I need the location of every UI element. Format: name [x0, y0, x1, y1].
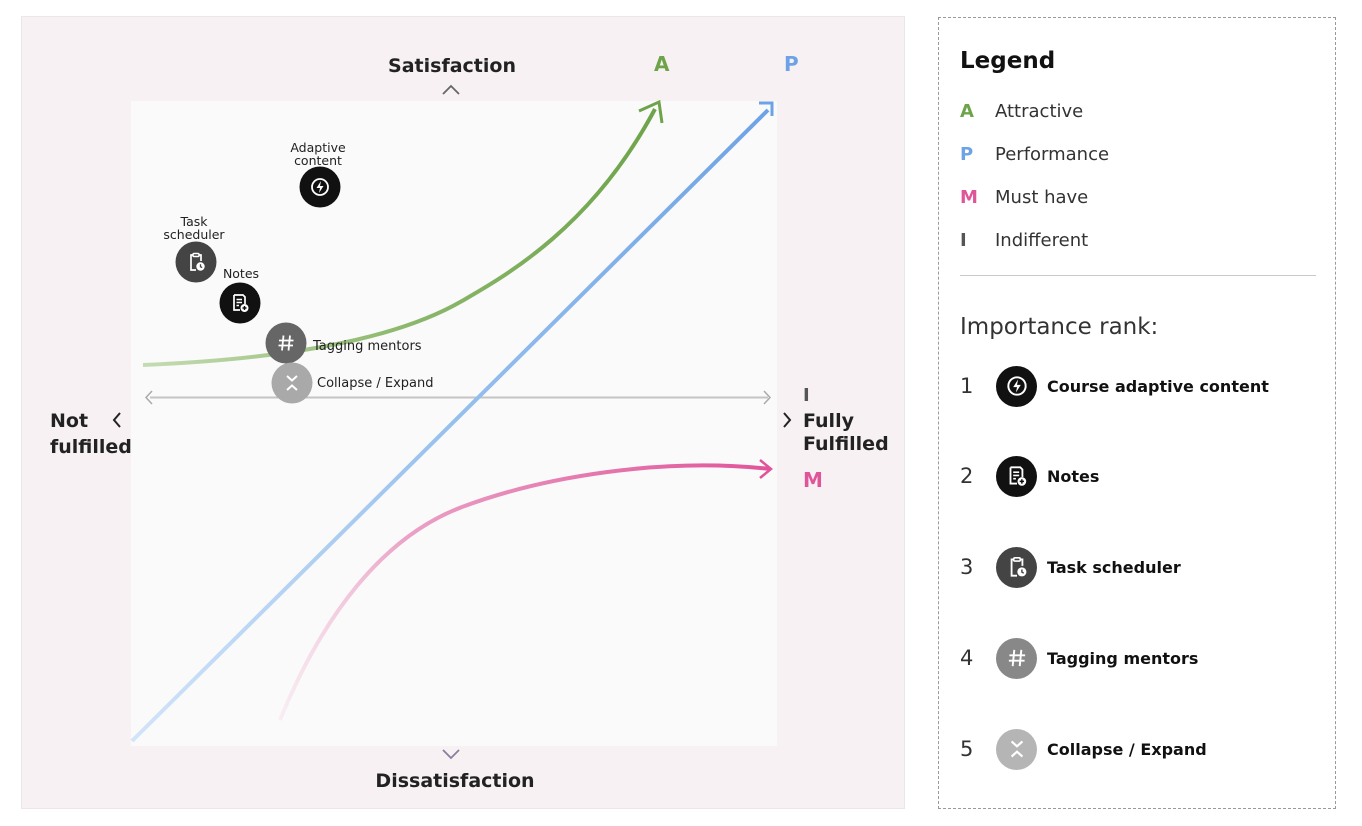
curve-letter-indifferent: I — [803, 385, 810, 406]
legend-label: Must have — [995, 186, 1089, 208]
feature-marker — [175, 241, 217, 283]
fulfilled-arrow-icon — [783, 412, 792, 428]
feature-label-line1: Adaptive — [290, 140, 346, 155]
clipboard-clock-icon — [996, 546, 1037, 588]
not-fulfilled-arrow-icon — [112, 412, 121, 428]
feature-task-scheduler[interactable]: Task scheduler — [163, 214, 225, 283]
rank-item-5[interactable]: 5 Collapse / Expand — [960, 728, 1207, 770]
rank-number: 4 — [960, 646, 974, 670]
legend-item-performance: P Performance — [960, 141, 1109, 167]
attractive-arrow-icon — [638, 99, 664, 124]
satisfaction-label: Satisfaction — [388, 55, 516, 77]
feature-marker — [265, 322, 307, 364]
rank-number: 3 — [960, 555, 974, 579]
legend-panel: Legend A Attractive P Performance M Must… — [938, 17, 1336, 809]
rank-label: Collapse / Expand — [1047, 739, 1207, 759]
rank-item-2[interactable]: 2 Notes — [960, 455, 1099, 497]
rank-item-3[interactable]: 3 Task scheduler — [960, 546, 1181, 588]
fully-fulfilled-label-line2: Fulfilled — [803, 433, 889, 455]
lightning-icon — [996, 365, 1037, 407]
feature-adaptive-content[interactable]: Adaptive content — [290, 140, 346, 208]
curve-letter-must-have: M — [803, 468, 823, 492]
rank-number: 2 — [960, 464, 974, 488]
not-fulfilled-label-line2: fulfilled — [50, 436, 132, 458]
rank-item-4[interactable]: 4 Tagging mentors — [960, 637, 1198, 679]
notes-icon — [996, 455, 1037, 497]
must-have-curve — [278, 463, 771, 721]
feature-notes[interactable]: Notes — [219, 266, 261, 324]
rank-label: Task scheduler — [1047, 557, 1181, 577]
performance-arrow-icon — [759, 101, 774, 116]
legend-letter: I — [960, 229, 967, 251]
feature-collapse-expand[interactable]: Collapse / Expand — [271, 362, 434, 404]
feature-marker — [271, 362, 313, 404]
legend-label: Attractive — [995, 100, 1084, 122]
curve-letter-performance: P — [784, 52, 799, 76]
collapse-expand-icon — [996, 728, 1037, 770]
feature-label: Collapse / Expand — [317, 376, 434, 391]
rank-item-1[interactable]: 1 Course adaptive content — [960, 365, 1269, 407]
rank-label: Notes — [1047, 466, 1100, 486]
feature-tagging-mentors[interactable]: Tagging mentors — [265, 322, 422, 364]
feature-label-line2: content — [294, 153, 342, 168]
legend-divider — [960, 275, 1316, 276]
legend-letter: P — [960, 143, 974, 165]
not-fulfilled-label-line1: Not — [50, 410, 88, 432]
rank-number: 1 — [960, 374, 974, 398]
legend-label: Performance — [995, 143, 1110, 165]
curve-letter-attractive: A — [654, 52, 670, 76]
legend-letter: M — [960, 186, 978, 208]
kano-diagram: Satisfaction Dissatisfaction Not fulfill… — [50, 52, 889, 792]
feature-label-line2: scheduler — [163, 227, 225, 242]
legend-letter: A — [960, 100, 974, 122]
dissatisfaction-label: Dissatisfaction — [375, 770, 534, 792]
legend-item-attractive: A Attractive — [960, 98, 1083, 124]
must-have-arrow-icon — [759, 459, 773, 479]
performance-line — [130, 108, 770, 743]
kano-diagram-panel: Satisfaction Dissatisfaction Not fulfill… — [21, 16, 905, 809]
feature-label: Tagging mentors — [312, 339, 422, 354]
satisfaction-arrow-icon — [442, 84, 460, 95]
feature-label-line1: Task — [180, 214, 209, 229]
rank-label: Course adaptive content — [1047, 376, 1269, 396]
rank-number: 5 — [960, 737, 974, 761]
legend-title: Legend — [960, 48, 1056, 74]
hash-icon — [996, 637, 1037, 679]
feature-label: Notes — [223, 266, 259, 281]
legend-label: Indifferent — [995, 229, 1089, 251]
dissatisfaction-arrow-icon — [442, 749, 460, 760]
importance-rank-title: Importance rank: — [960, 314, 1159, 340]
legend-item-indifferent: I Indifferent — [960, 227, 1088, 253]
legend-item-must-have: M Must have — [960, 184, 1088, 210]
indifferent-right-arrow-icon — [763, 390, 772, 405]
indifferent-left-arrow-icon — [144, 390, 153, 405]
rank-label: Tagging mentors — [1047, 648, 1199, 668]
fully-fulfilled-label-line1: Fully — [803, 410, 855, 432]
